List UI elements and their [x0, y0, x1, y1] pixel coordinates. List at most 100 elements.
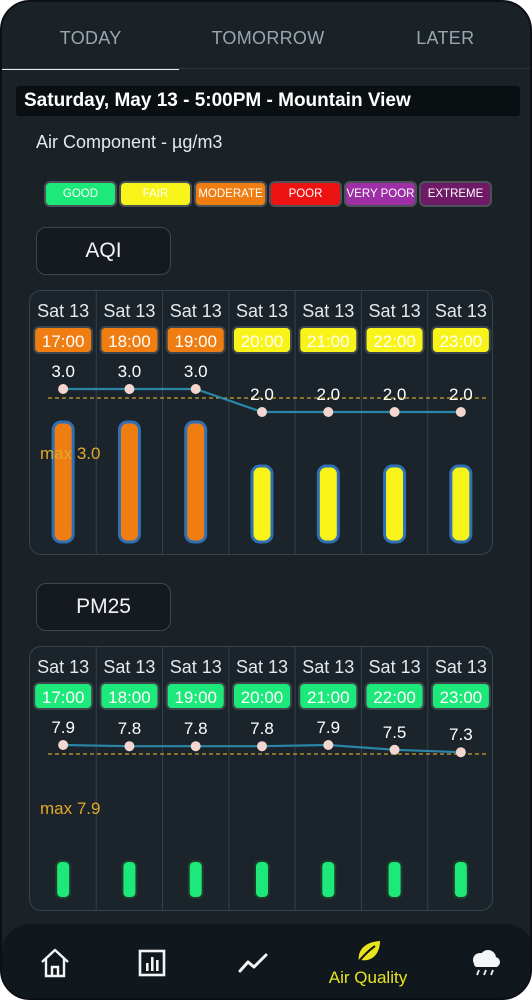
data-point: [58, 740, 69, 750]
value-label: 2.0: [383, 385, 407, 404]
chart-aqi: Sat 13 17:00 3.0 Sat 13 18:00 3.0 Sat 13 19:00 3…: [33, 291, 491, 554]
section-button-pm25[interactable]: PM25: [36, 583, 171, 631]
level-bar: [250, 464, 274, 544]
date-label: Sat 13: [236, 657, 288, 677]
value-label: 3.0: [51, 362, 75, 381]
data-point: [257, 407, 267, 417]
legend-poor: POOR: [269, 181, 342, 207]
date-label: Sat 13: [170, 301, 222, 321]
trend-line-icon: [238, 953, 268, 973]
tab-later[interactable]: LATER: [416, 28, 475, 48]
legend-good: GOOD: [44, 181, 117, 207]
data-point: [323, 407, 334, 417]
level-bar: [320, 860, 337, 899]
time-label: 19:00: [174, 332, 217, 351]
value-label: 7.8: [118, 719, 142, 738]
value-label: 7.8: [184, 719, 208, 738]
date-label: Sat 13: [302, 657, 354, 677]
level-bar: [187, 860, 204, 899]
time-label: 23:00: [440, 688, 483, 707]
chart-panel-aqi: Sat 13 17:00 3.0 Sat 13 18:00 3.0 Sat 13 19:00 3…: [29, 290, 493, 555]
time-badge: [33, 682, 94, 710]
time-label: 21:00: [307, 332, 350, 351]
bar-chart-icon: [138, 949, 166, 977]
time-label: 21:00: [307, 688, 350, 707]
max-label: max 3.0: [40, 444, 100, 463]
value-label: 2.0: [250, 385, 274, 404]
legend-fair: FAIR: [119, 181, 192, 207]
value-label: 2.0: [449, 385, 473, 404]
level-bar: [383, 464, 407, 544]
value-label: 7.5: [383, 723, 407, 742]
home-icon: [41, 948, 69, 978]
data-point: [455, 407, 466, 417]
level-bar: [55, 860, 72, 899]
level-bar: [254, 860, 270, 899]
level-bar: [184, 420, 208, 544]
bottom-navigation: Air Quality: [2, 924, 530, 998]
data-point: [257, 741, 267, 752]
time-badge: [232, 682, 292, 710]
time-badge: [298, 326, 359, 354]
value-label: 2.0: [316, 385, 340, 404]
time-label: 19:00: [174, 688, 217, 707]
time-label: 18:00: [108, 332, 151, 351]
data-point: [124, 741, 135, 752]
tab-tomorrow[interactable]: TOMORROW: [211, 28, 325, 48]
page-title: Saturday, May 13 - 5:00PM - Mountain Vie…: [24, 90, 411, 111]
time-badge: [165, 326, 226, 354]
time-badge: [298, 682, 359, 710]
date-label: Sat 13: [435, 657, 487, 677]
air-component-subtitle: Air Component - µg/m3: [36, 132, 223, 152]
time-label: 18:00: [108, 688, 151, 707]
time-badge: [364, 326, 425, 354]
max-label: max 7.9: [40, 799, 100, 818]
time-badge: [33, 326, 94, 354]
leaf-icon: [355, 941, 380, 966]
nav-statistics[interactable]: [99, 924, 205, 998]
header-bar: Saturday, May 13 - 5:00PM - Mountain Vie…: [16, 86, 520, 116]
value-label: 7.3: [449, 725, 473, 744]
tab-bar: TODAY TOMORROW LATER: [2, 2, 530, 70]
nav-trends[interactable]: [200, 924, 306, 998]
level-bar: [449, 464, 473, 544]
date-label: Sat 13: [103, 657, 155, 677]
date-label: Sat 13: [170, 657, 222, 677]
date-label: Sat 13: [369, 301, 421, 321]
data-point: [190, 741, 201, 752]
level-bar: [121, 860, 138, 899]
chart-panel-pm25: Sat 13 17:00 7.9 Sat 13 18:00 7.8 Sat 13 19:00 7…: [29, 646, 493, 911]
date-label: Sat 13: [435, 301, 487, 321]
data-point: [124, 384, 135, 394]
data-point: [389, 744, 400, 755]
nav-air-quality[interactable]: Air Quality: [315, 924, 421, 998]
data-point: [323, 740, 334, 750]
data-point: [190, 384, 201, 394]
level-bar: [316, 464, 340, 544]
data-point: [58, 384, 69, 394]
time-badge: [232, 326, 292, 354]
tab-divider: [2, 68, 530, 69]
nav-home[interactable]: [2, 924, 108, 998]
data-point: [455, 747, 466, 758]
date-label: Sat 13: [236, 301, 288, 321]
tab-today[interactable]: TODAY: [2, 2, 180, 70]
time-badge: [430, 326, 491, 354]
time-label: 20:00: [241, 332, 284, 351]
legend-extreme: EXTREME: [419, 181, 492, 207]
level-bar: [117, 420, 141, 544]
section-button-aqi[interactable]: AQI: [36, 227, 171, 275]
date-label: Sat 13: [37, 657, 89, 677]
nav-weather[interactable]: [432, 924, 530, 998]
chart-pm25: Sat 13 17:00 7.9 Sat 13 18:00 7.8 Sat 13 19:00 7…: [33, 647, 491, 910]
legend-very-poor: VERY POOR: [344, 181, 417, 207]
value-label: 7.9: [51, 718, 75, 737]
time-label: 22:00: [373, 688, 416, 707]
value-label: 7.9: [316, 718, 340, 737]
time-badge: [430, 682, 491, 710]
time-badge: [364, 682, 425, 710]
level-bar: [452, 860, 469, 899]
level-bar: [386, 860, 403, 899]
time-label: 17:00: [42, 332, 85, 351]
